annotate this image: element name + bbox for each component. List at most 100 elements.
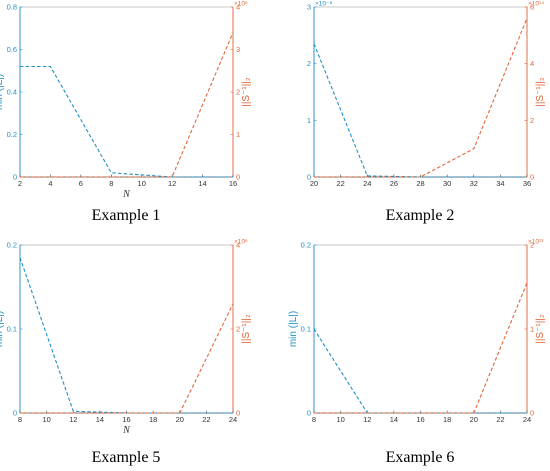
x-tick-label: 16 [229, 179, 237, 188]
right-axis-exponent: ×10⁶ [234, 239, 248, 246]
series-line-right [20, 303, 234, 414]
right-y-tick-label: 2 [530, 241, 534, 250]
x-axis-label: N [122, 425, 131, 436]
series-line-right [20, 32, 234, 178]
x-tick-label: 20 [310, 179, 318, 188]
x-tick-label: 12 [363, 415, 371, 424]
right-y-axis-label: ||S⁻¹||₂ [241, 314, 252, 344]
plot-frame [19, 244, 234, 414]
right-axis-exponent: ×10⁵ [234, 1, 248, 8]
plot-frame [313, 6, 528, 178]
x-tick-label: 28 [416, 179, 424, 188]
x-tick-label: 18 [149, 415, 157, 424]
right-y-tick-label: 2 [236, 88, 240, 97]
x-tick-label: 8 [109, 179, 113, 188]
left-y-tick-label: 0.1 [7, 325, 17, 334]
x-tick-label: 10 [42, 415, 50, 424]
panel-caption: Example 5 [92, 449, 161, 466]
panel-caption: Example 1 [92, 207, 161, 224]
x-tick-label: 18 [443, 415, 451, 424]
x-tick-label: 16 [122, 415, 130, 424]
right-y-tick-label: 4 [236, 3, 240, 12]
left-y-axis-label: min (|L|) [0, 311, 5, 347]
left-y-tick-label: 2 [307, 59, 311, 68]
left-y-tick-label: 0.2 [301, 241, 311, 250]
series-line-right [314, 18, 528, 178]
right-axis-exponent: ×10¹⁴ [528, 1, 544, 8]
left-y-tick-label: 1 [307, 116, 311, 125]
left-y-tick-label: 0 [13, 409, 17, 418]
right-y-tick-label: 1 [530, 325, 534, 334]
left-y-tick-label: 0.1 [301, 325, 311, 334]
series-line-left [19, 257, 233, 414]
series-line-left [313, 43, 527, 178]
left-y-axis-label: min (|L|) [0, 74, 5, 110]
x-tick-label: 16 [416, 415, 424, 424]
right-y-tick-label: 2 [530, 116, 534, 125]
x-tick-label: 6 [79, 179, 83, 188]
x-tick-label: 4 [48, 179, 52, 188]
x-axis-label: N [122, 189, 131, 200]
x-tick-label: 12 [168, 179, 176, 188]
left-y-tick-label: 0.6 [7, 45, 17, 54]
x-tick-label: 14 [96, 415, 104, 424]
x-tick-label: 12 [69, 415, 77, 424]
x-tick-label: 24 [229, 415, 237, 424]
right-y-tick-label: 0 [530, 409, 534, 418]
right-y-tick-label: 1 [236, 130, 240, 139]
right-y-tick-label: 3 [236, 45, 240, 54]
right-y-axis-label: ||S⁻¹||₂ [535, 314, 546, 344]
x-tick-label: 34 [496, 179, 504, 188]
x-tick-label: 10 [138, 179, 146, 188]
right-y-tick-label: 0 [236, 173, 240, 182]
right-y-tick-label: 4 [236, 241, 240, 250]
left-y-tick-label: 0 [13, 173, 17, 182]
panel-caption: Example 6 [386, 449, 455, 466]
series-line-left [313, 328, 527, 414]
x-tick-label: 30 [443, 179, 451, 188]
x-tick-label: 8 [312, 415, 316, 424]
left-y-tick-label: 3 [307, 3, 311, 12]
x-tick-label: 2 [18, 179, 22, 188]
series-line-right [314, 282, 528, 414]
plot-frame [19, 6, 234, 178]
x-tick-label: 22 [496, 415, 504, 424]
x-tick-label: 22 [336, 179, 344, 188]
left-y-tick-label: 0.8 [7, 3, 17, 12]
plot-frame [313, 244, 528, 414]
x-tick-label: 10 [336, 415, 344, 424]
left-y-tick-label: 0.2 [7, 130, 17, 139]
series-line-left [20, 65, 233, 178]
x-tick-label: 20 [470, 415, 478, 424]
left-axis-exponent: ×10⁻⁸ [315, 1, 332, 8]
panel-caption: Example 2 [386, 207, 455, 224]
x-tick-label: 22 [202, 415, 210, 424]
left-y-tick-label: 0.2 [7, 241, 17, 250]
right-y-tick-label: 0 [530, 173, 534, 182]
right-y-tick-label: 0 [236, 409, 240, 418]
x-tick-label: 24 [523, 415, 531, 424]
x-tick-label: 36 [523, 179, 531, 188]
x-tick-label: 20 [176, 415, 184, 424]
x-tick-label: 14 [198, 179, 206, 188]
x-tick-label: 8 [18, 415, 22, 424]
chart-panel-2: 20 22 24 26 28 30 32 34 3601230246×10¹⁴×10⁻⁸||S⁻… [307, 1, 546, 225]
x-tick-label: 14 [390, 415, 398, 424]
left-y-tick-label: 0.4 [7, 88, 17, 97]
right-y-axis-label: ||S⁻¹||₂ [241, 77, 252, 107]
left-y-axis-label: min (|L|) [288, 311, 299, 347]
x-tick-label: 26 [390, 179, 398, 188]
x-tick-label: 24 [363, 179, 371, 188]
right-y-axis-label: ||S⁻¹||₂ [535, 77, 546, 107]
right-y-tick-label: 2 [236, 325, 240, 334]
right-y-tick-label: 4 [530, 59, 534, 68]
x-tick-label: 32 [470, 179, 478, 188]
right-y-tick-label: 6 [530, 3, 534, 12]
left-y-tick-label: 0 [307, 173, 311, 182]
right-axis-exponent: ×10¹³ [528, 239, 544, 246]
left-y-tick-label: 0 [307, 409, 311, 418]
